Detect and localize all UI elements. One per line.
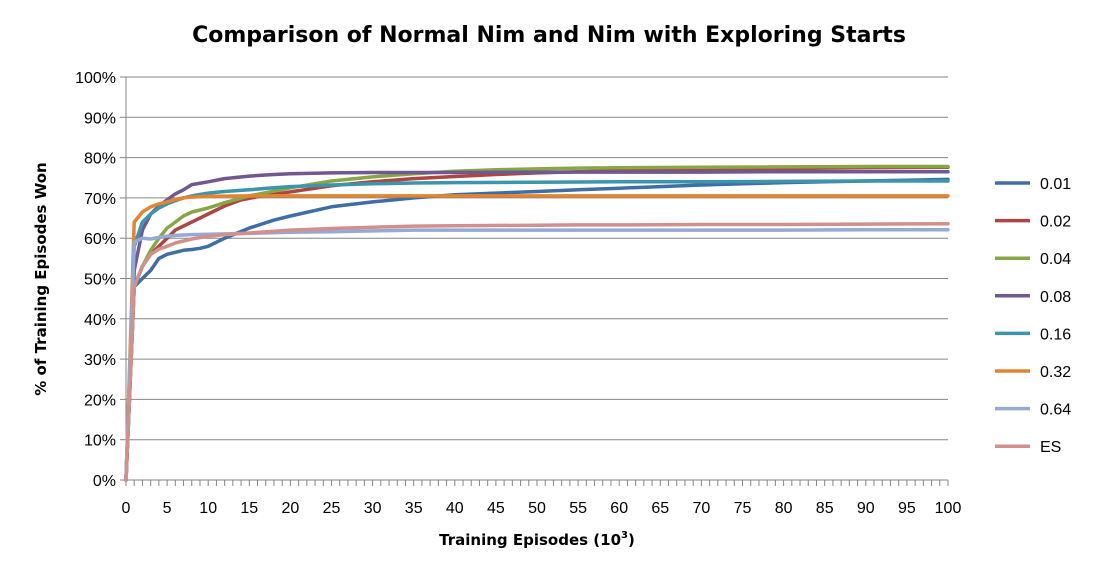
y-tick-label: 30% [84, 352, 116, 369]
series-line-0-64 [124, 227, 950, 482]
x-axis-tick-labels: 0 5 10 15 20 25 30 35 40 45 50 55 60 65 70 75 80 85 90 95 10… [122, 500, 962, 517]
x-tick-label: 30 [364, 500, 382, 517]
y-tick-label: 90% [84, 110, 116, 127]
gridlines [120, 76, 948, 481]
x-tick-label: 85 [816, 500, 834, 517]
series-line-es [124, 221, 950, 482]
y-tick-label: 50% [84, 272, 116, 289]
series-line-0-16 [124, 179, 950, 482]
legend-label: ES [1040, 439, 1061, 456]
x-tick-label: 15 [240, 500, 258, 517]
x-axis-title-superscript: 3 [621, 530, 628, 541]
y-tick-label: 40% [84, 312, 116, 329]
x-tick-label: 50 [528, 500, 546, 517]
x-axis-title: Training Episodes (103) [439, 530, 635, 549]
y-axis-title: % of Training Episodes Won [32, 162, 50, 395]
series-lines [124, 164, 950, 482]
legend-label: 0.64 [1040, 402, 1071, 419]
y-tick-label: 100% [75, 70, 116, 87]
x-tick-label: 100 [935, 500, 962, 517]
y-tick-label: 10% [84, 433, 116, 450]
x-tick-label: 60 [610, 500, 628, 517]
y-axis-tick-labels: 0% 10% 20% 30% 40% 50% 60% 70% 80% 90% 100% [75, 70, 116, 490]
x-tick-label: 80 [775, 500, 793, 517]
x-tick-label: 65 [651, 500, 669, 517]
chart-title: Comparison of Normal Nim and Nim with Ex… [192, 23, 906, 48]
series-line-0-01 [124, 177, 950, 482]
y-tick-label: 0% [93, 473, 116, 490]
x-tick-label: 70 [693, 500, 711, 517]
legend-label: 0.08 [1040, 289, 1071, 306]
x-tick-label: 55 [569, 500, 587, 517]
x-tick-label: 10 [199, 500, 217, 517]
x-tick-label: 20 [282, 500, 300, 517]
y-tick-label: 60% [84, 231, 116, 248]
x-tick-label: 75 [734, 500, 752, 517]
y-tick-label: 20% [84, 392, 116, 409]
x-tick-label: 40 [446, 500, 464, 517]
x-tick-label: 95 [898, 500, 916, 517]
legend-label: 0.32 [1040, 364, 1071, 381]
x-tick-label: 90 [857, 500, 875, 517]
legend-label: 0.16 [1040, 326, 1071, 343]
legend-label: 0.01 [1040, 176, 1071, 193]
x-axis-title-end: ) [628, 531, 635, 549]
axes [125, 77, 949, 486]
y-tick-label: 70% [84, 191, 116, 208]
x-tick-label: 0 [122, 500, 131, 517]
legend-label: 0.02 [1040, 214, 1071, 231]
x-axis-title-main: Training Episodes (10 [439, 531, 621, 549]
x-tick-label: 5 [163, 500, 172, 517]
x-tick-label: 45 [487, 500, 505, 517]
y-tick-label: 80% [84, 151, 116, 168]
legend: 0.01 0.02 0.04 0.08 0.16 0.32 0.64 ES [995, 176, 1071, 456]
legend-label: 0.04 [1040, 251, 1071, 268]
series-line-0-32 [124, 194, 950, 482]
x-tick-label: 35 [405, 500, 423, 517]
x-tick-label: 25 [323, 500, 341, 517]
